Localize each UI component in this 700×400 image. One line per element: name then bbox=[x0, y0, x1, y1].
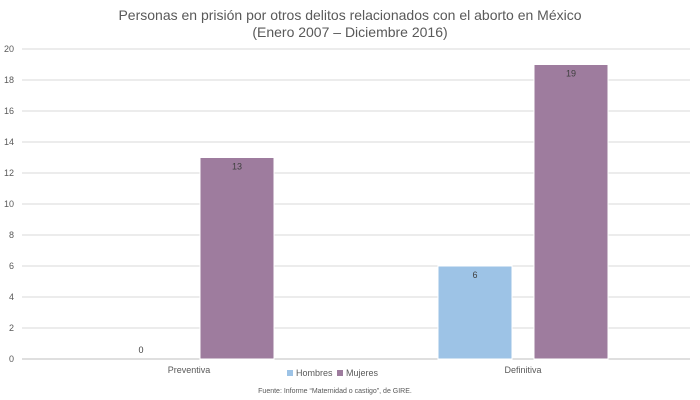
y-tick-label: 2 bbox=[9, 323, 14, 333]
source-note: Fuente: Informe “Maternidad o castigo”, … bbox=[258, 388, 412, 395]
y-tick-label: 8 bbox=[9, 230, 14, 240]
y-tick-label: 18 bbox=[4, 75, 14, 85]
x-tick-label: Preventiva bbox=[168, 365, 211, 375]
bar-mujeres-preventiva bbox=[199, 157, 275, 360]
chart-subtitle: (Enero 2007 – Diciembre 2016) bbox=[252, 24, 447, 40]
y-tick-label: 16 bbox=[4, 106, 14, 116]
legend: Hombres Mujeres bbox=[287, 368, 379, 378]
y-axis: 0 2 4 6 8 10 12 14 16 18 20 bbox=[4, 44, 14, 364]
legend-label-mujeres: Mujeres bbox=[346, 368, 379, 378]
legend-swatch-hombres bbox=[287, 370, 293, 376]
legend-label-hombres: Hombres bbox=[296, 368, 333, 378]
y-tick-label: 14 bbox=[4, 137, 14, 147]
y-tick-label: 0 bbox=[9, 354, 14, 364]
y-tick-label: 10 bbox=[4, 199, 14, 209]
y-tick-label: 12 bbox=[4, 168, 14, 178]
chart-title: Personas en prisión por otros delitos re… bbox=[118, 7, 581, 23]
data-label: 19 bbox=[566, 69, 576, 79]
y-tick-label: 4 bbox=[9, 292, 14, 302]
y-tick-label: 6 bbox=[9, 261, 14, 271]
bar-hombres-definitiva bbox=[437, 265, 513, 360]
data-label: 0 bbox=[138, 345, 143, 355]
data-label: 13 bbox=[232, 162, 242, 172]
data-label: 6 bbox=[472, 270, 477, 280]
legend-swatch-mujeres bbox=[337, 370, 343, 376]
bar-mujeres-definitiva bbox=[533, 64, 609, 360]
x-tick-label: Definitiva bbox=[504, 365, 541, 375]
bars: 0 13 6 19 bbox=[138, 64, 609, 360]
x-axis: Preventiva Definitiva bbox=[168, 365, 542, 375]
y-tick-label: 20 bbox=[4, 44, 14, 54]
